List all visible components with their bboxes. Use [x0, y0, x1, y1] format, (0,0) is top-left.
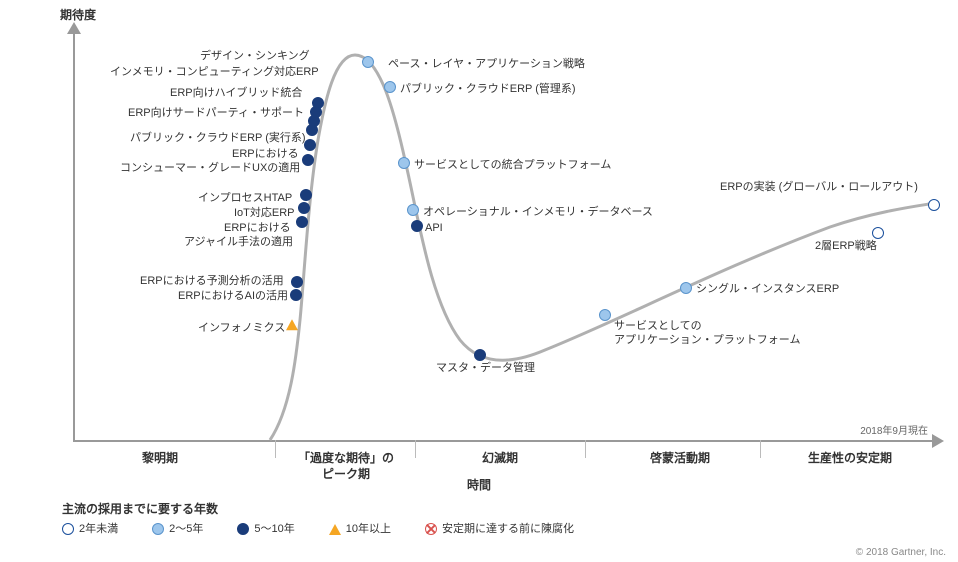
- legend-item: 安定期に達する前に陳腐化: [425, 520, 574, 536]
- copyright: © 2018 Gartner, Inc.: [856, 547, 946, 558]
- data-point: [384, 81, 396, 93]
- data-point-label: インプロセスHTAP: [198, 192, 292, 206]
- data-point: [872, 227, 884, 239]
- phase-tick: [415, 440, 416, 458]
- date-note: 2018年9月現在: [860, 422, 928, 437]
- data-point: [680, 282, 692, 294]
- data-point: [362, 56, 374, 68]
- data-point-label: ERPにおけるAIの活用: [178, 290, 288, 304]
- data-point-label: 2層ERP戦略: [815, 240, 877, 254]
- phase-label: 幻滅期: [425, 450, 575, 466]
- legend-title: 主流の採用までに要する年数: [62, 500, 218, 517]
- data-point: [291, 276, 303, 288]
- phase-label: 啓蒙活動期: [605, 450, 755, 466]
- x-axis-label: 時間: [467, 476, 491, 493]
- data-point: [298, 202, 310, 214]
- phase-tick: [585, 440, 586, 458]
- data-point: [411, 220, 423, 232]
- legend-item: 10年以上: [329, 520, 391, 536]
- data-point: [306, 124, 318, 136]
- data-point-label: アプリケーション・プラットフォーム: [614, 334, 800, 348]
- phase-label: 黎明期: [70, 450, 250, 466]
- data-point-label: サービスとしての統合プラットフォーム: [414, 159, 611, 173]
- data-point: [398, 157, 410, 169]
- hype-cycle-chart: 期待度 時間 黎明期 「過度な期待」のピーク期幻滅期 啓蒙活動期生産性の安定期 デザ…: [0, 0, 958, 562]
- x-axis: [73, 440, 933, 442]
- x-axis-arrow: [932, 434, 944, 448]
- legend-item: 2年未満: [62, 520, 118, 536]
- data-point-label: パブリック・クラウドERP (実行系): [130, 132, 306, 146]
- data-point-label: サービスとしての: [614, 320, 702, 334]
- data-point-label: ERP向けサードパーティ・サポート: [128, 107, 304, 121]
- data-point-label: インメモリ・コンピューティング対応ERP: [110, 66, 319, 80]
- data-point: [286, 319, 298, 330]
- y-axis-label: 期待度: [60, 6, 96, 23]
- data-point-label: パブリック・クラウドERP (管理系): [400, 83, 576, 97]
- data-point-label: API: [425, 222, 443, 236]
- data-point-label: インフォノミクス: [198, 322, 285, 336]
- data-point-label: ERP向けハイブリッド統合: [170, 87, 302, 101]
- data-point-label: マスタ・データ管理: [436, 362, 535, 376]
- data-point: [300, 189, 312, 201]
- data-point: [296, 216, 308, 228]
- data-point: [474, 349, 486, 361]
- data-point-label: オペレーショナル・インメモリ・データベース: [423, 206, 653, 220]
- data-point: [599, 309, 611, 321]
- data-point: [407, 204, 419, 216]
- legend: 2年未満 2～5年 5～10年 10年以上 安定期に達する前に陳腐化: [62, 520, 574, 536]
- data-point-label: デザイン・シンキング: [200, 50, 310, 64]
- data-point-label: IoT対応ERP: [234, 207, 295, 221]
- data-point-label: ERPにおける: [224, 222, 291, 236]
- data-point-label: コンシューマー・グレードUXの適用: [120, 162, 300, 176]
- data-point-label: ERPの実装 (グローバル・ロールアウト): [720, 181, 918, 195]
- data-point-label: ERPにおける: [232, 148, 299, 162]
- data-point-label: アジャイル手法の適用: [184, 236, 293, 250]
- data-point: [928, 199, 940, 211]
- data-point-label: ペース・レイヤ・アプリケーション戦略: [388, 58, 585, 72]
- phase-label: 「過度な期待」のピーク期: [281, 450, 411, 482]
- legend-item: 5～10年: [237, 520, 294, 536]
- phase-label: 生産性の安定期: [765, 450, 935, 466]
- data-point: [302, 154, 314, 166]
- phase-tick: [275, 440, 276, 458]
- y-axis: [73, 30, 75, 440]
- phase-tick: [760, 440, 761, 458]
- data-point-label: ERPにおける予測分析の活用: [140, 275, 284, 289]
- legend-item: 2～5年: [152, 520, 203, 536]
- data-point-label: シングル・インスタンスERP: [696, 283, 839, 297]
- data-point: [290, 289, 302, 301]
